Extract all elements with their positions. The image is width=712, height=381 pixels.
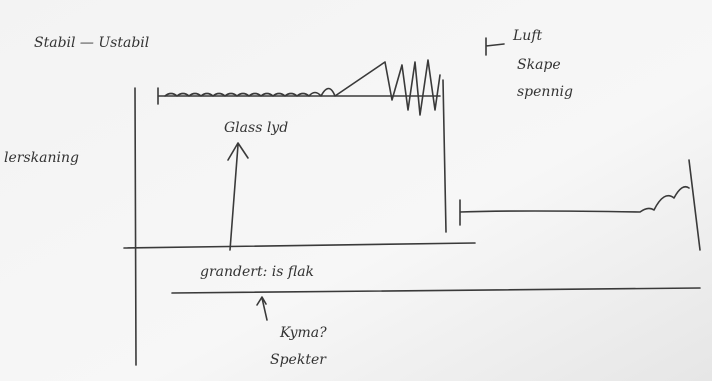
- page: {"notes": {"stable_unstable": "Stabil — …: [0, 0, 712, 381]
- note: Spekter: [270, 352, 327, 368]
- note: grandert: is flak: [200, 264, 314, 280]
- note: Glass lyd: [224, 120, 288, 136]
- axis-label: lerskaning: [4, 150, 79, 166]
- axis: [135, 88, 136, 365]
- paper: [0, 0, 712, 381]
- note: Kyma?: [279, 325, 327, 341]
- sketch: Stabil — Ustabil Luft Skape spennig Glas…: [0, 0, 712, 381]
- note: Stabil — Ustabil: [34, 35, 149, 51]
- note: Skape: [517, 57, 561, 73]
- note: Luft: [512, 28, 542, 44]
- note: spennig: [517, 84, 573, 100]
